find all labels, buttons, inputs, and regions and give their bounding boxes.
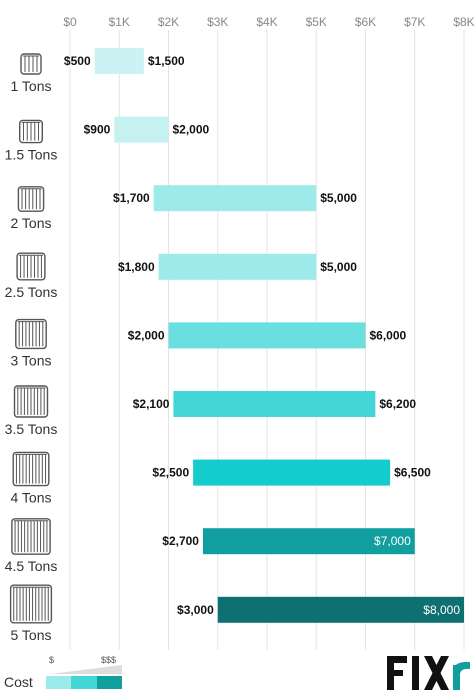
range-bar <box>158 253 317 280</box>
x-tick-label: $6K <box>355 15 376 29</box>
category-label: 1.5 Tons <box>5 147 58 163</box>
bar-high-label: $7,000 <box>374 534 411 548</box>
ac-unit-icon <box>13 385 49 418</box>
bar-low-label: $900 <box>84 123 111 137</box>
category-label: 3.5 Tons <box>5 421 58 437</box>
category-label: 5 Tons <box>11 627 52 643</box>
legend-swatch-low <box>46 676 72 689</box>
cost-legend: $ $$$ Cost <box>2 655 132 691</box>
bar-high-label: $5,000 <box>320 191 357 205</box>
range-bar-chart: $0 $1K $2K $3K $4K $5K $6K $7K $8K $500 $1,500 $90… <box>5 15 474 650</box>
legend-high-label: $$$ <box>101 655 117 665</box>
category-labels: 1 Tons 1.5 Tons 2 Tons 2.5 Tons 3 Tons 3.5 To… <box>5 78 58 643</box>
bar-high-label: $6,000 <box>370 328 407 342</box>
x-tick-label: $4K <box>256 15 277 29</box>
category-label: 2 Tons <box>11 215 52 231</box>
bar-high-label: $1,500 <box>148 54 185 68</box>
ac-unit-icon <box>19 119 44 144</box>
bar-low-label: $2,000 <box>128 328 165 342</box>
range-bar <box>202 528 415 555</box>
legend-swatch-high <box>96 676 122 689</box>
bar-low-label: $3,000 <box>177 603 214 617</box>
bar-low-label: $2,700 <box>162 534 199 548</box>
ac-unit-icon <box>15 318 47 350</box>
ac-unit-icon <box>9 584 53 624</box>
fixr-logo-icon <box>387 656 470 690</box>
unit-icons <box>9 53 53 624</box>
x-tick-label: $7K <box>404 15 425 29</box>
bar-high-label: $5,000 <box>320 260 357 274</box>
x-tick-label: $1K <box>109 15 130 29</box>
category-label: 2.5 Tons <box>5 284 58 300</box>
legend-wedge-icon <box>50 665 122 674</box>
bar-low-label: $2,100 <box>133 397 170 411</box>
x-tick-label: $5K <box>306 15 327 29</box>
range-bar <box>217 596 464 623</box>
range-bar <box>153 185 317 212</box>
bars: $500 $1,500 $900 $2,000 $1,700 $5,000 $1,800 $5… <box>64 48 464 623</box>
ac-unit-icon <box>12 451 50 487</box>
range-bar <box>193 459 391 486</box>
x-tick-label: $3K <box>207 15 228 29</box>
ac-unit-icon <box>17 186 45 212</box>
x-tick-label: $8K <box>453 15 474 29</box>
bar-high-label: $8,000 <box>423 603 460 617</box>
category-label: 3 Tons <box>11 352 52 368</box>
x-tick-label: $2K <box>158 15 179 29</box>
range-bar <box>168 322 366 349</box>
bar-low-label: $500 <box>64 54 91 68</box>
bar-low-label: $1,700 <box>113 191 150 205</box>
legend-title: Cost <box>4 674 33 690</box>
bar-high-label: $6,200 <box>379 397 416 411</box>
category-label: 4 Tons <box>11 490 52 506</box>
bar-low-label: $2,500 <box>152 466 189 480</box>
range-bar <box>94 48 144 74</box>
x-tick-label: $0 <box>63 15 77 29</box>
x-axis-ticks: $0 $1K $2K $3K $4K $5K $6K $7K $8K <box>63 15 474 29</box>
ac-unit-icon <box>16 252 46 281</box>
category-label: 4.5 Tons <box>5 558 58 574</box>
legend-gradient <box>46 676 122 689</box>
ac-unit-icon <box>11 518 51 555</box>
range-bar <box>114 116 169 143</box>
bar-low-label: $1,800 <box>118 260 155 274</box>
bar-high-label: $6,500 <box>394 466 431 480</box>
bar-high-label: $2,000 <box>173 123 210 137</box>
range-bar <box>173 391 376 417</box>
legend-low-label: $ <box>49 655 55 665</box>
ac-unit-icon <box>20 53 42 75</box>
legend-swatch-mid <box>71 676 97 689</box>
category-label: 1 Tons <box>11 78 52 94</box>
